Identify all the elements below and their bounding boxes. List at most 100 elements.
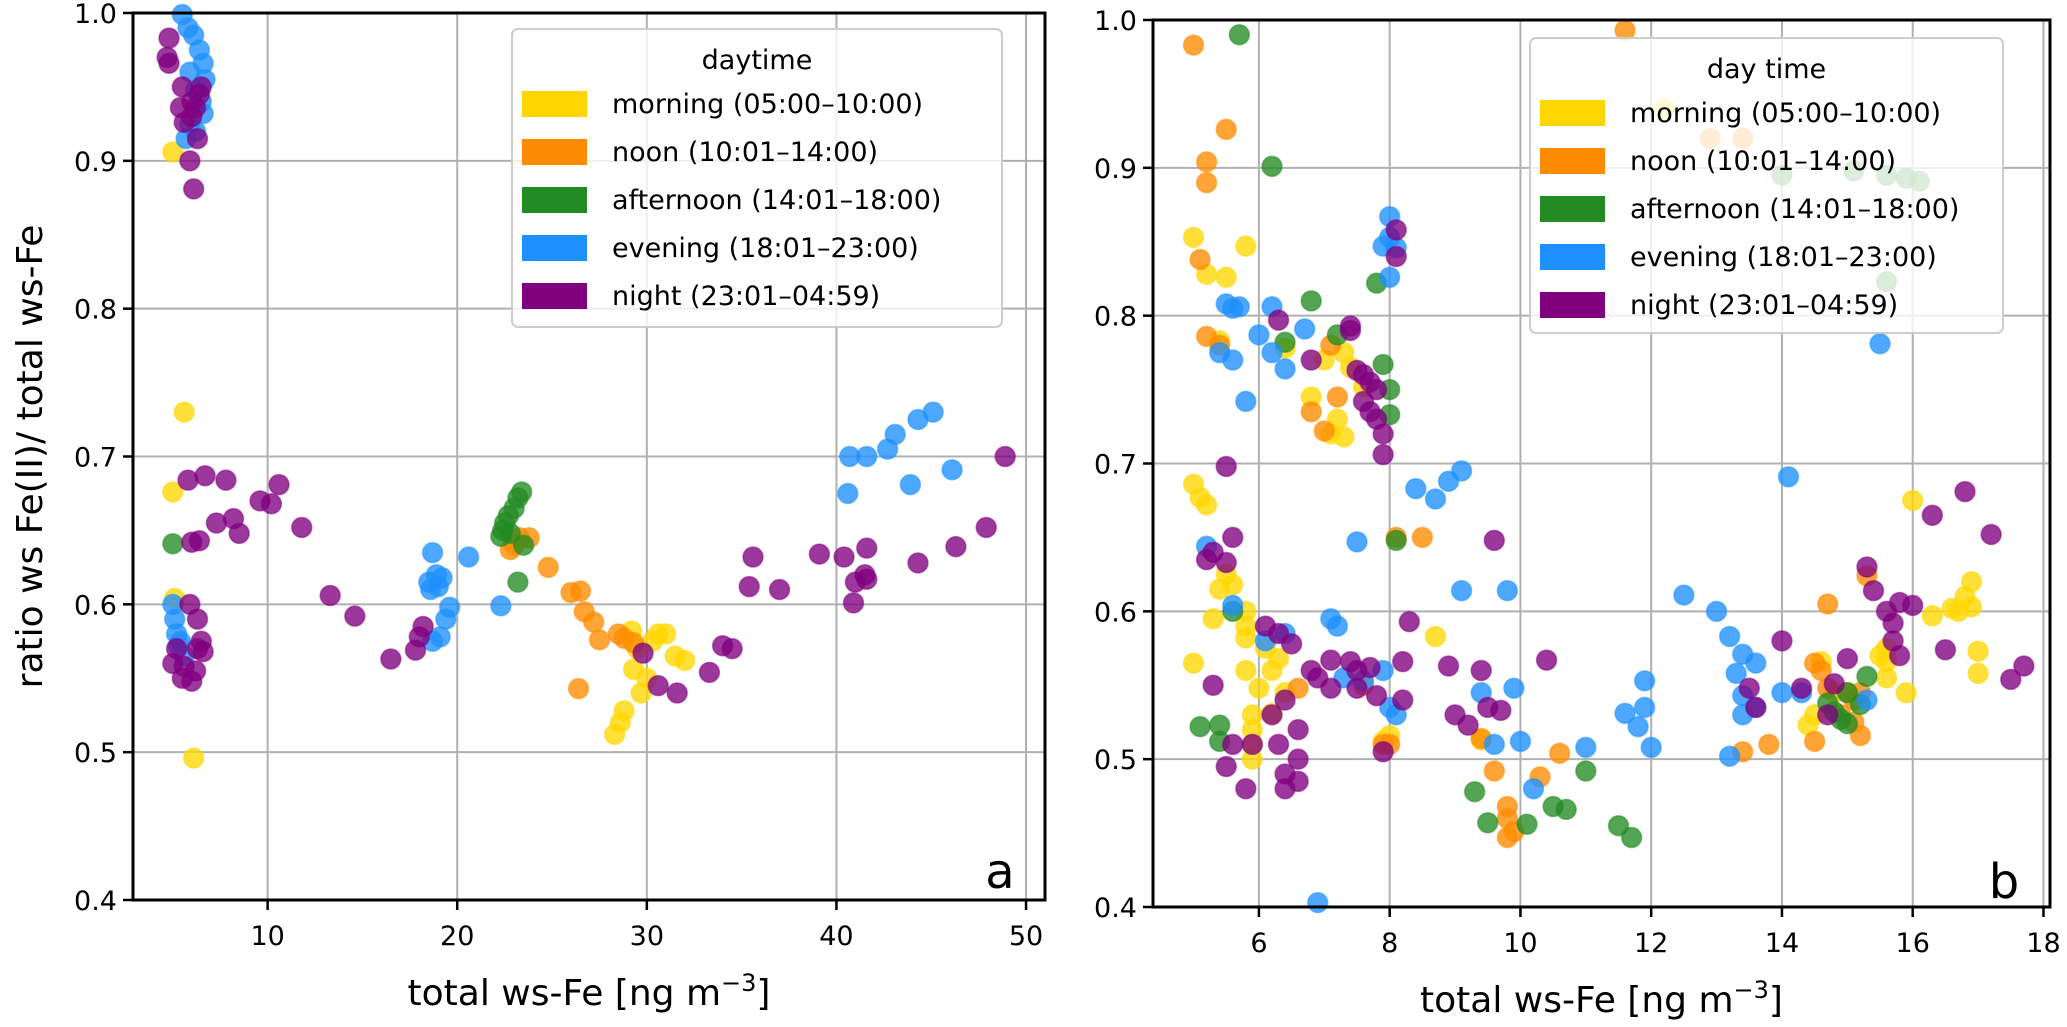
data-point-morning — [1960, 596, 1983, 618]
data-point-evening — [1307, 891, 1329, 914]
data-point-noon — [1195, 151, 1218, 173]
data-point-night — [319, 584, 341, 607]
data-point-night — [1823, 673, 1845, 695]
data-point-evening — [1450, 579, 1473, 602]
data-point-noon — [537, 556, 559, 579]
y-tick-label: 0.4 — [74, 886, 117, 917]
data-point-night — [215, 469, 237, 491]
x-tick-label: 16 — [1896, 928, 1930, 959]
y-tick-label: 0.5 — [74, 738, 117, 769]
data-point-morning — [647, 623, 669, 645]
data-point-noon — [1300, 401, 1322, 423]
data-point-morning — [1333, 426, 1355, 448]
data-point-evening — [1450, 460, 1473, 482]
data-point-night — [856, 537, 878, 559]
data-point-afternoon — [1261, 155, 1283, 178]
data-point-noon — [588, 629, 611, 651]
y-axis-label: ratio ws Fe(II)/ total ws-Fe — [10, 225, 51, 689]
y-tick-label: 0.5 — [1094, 745, 1137, 776]
data-point-night — [290, 516, 313, 539]
data-point-noon — [1215, 118, 1237, 141]
data-point-night — [1372, 741, 1394, 763]
data-point-night — [1365, 684, 1388, 707]
data-point-evening — [1627, 715, 1649, 738]
data-point-noon — [1195, 171, 1218, 194]
x-tick-label: 40 — [819, 921, 853, 952]
data-point-night — [1934, 639, 1957, 661]
data-point-evening — [1261, 341, 1283, 364]
x-tick-label: 12 — [1634, 928, 1668, 959]
data-point-night — [1954, 480, 1976, 503]
data-point-evening — [1718, 625, 1741, 648]
data-point-night — [1261, 704, 1283, 726]
legend-label-noon: noon (10:01–14:00) — [612, 137, 878, 168]
x-tick-label: 6 — [1250, 928, 1267, 959]
data-point-evening — [837, 482, 859, 505]
legend-label-afternoon: afternoon (14:01–18:00) — [612, 185, 941, 216]
legend: daytime morning (05:00–10:00) noon (10:01–… — [511, 28, 1003, 328]
legend-swatch-noon — [522, 139, 587, 165]
data-point-evening — [1856, 689, 1878, 711]
data-point-night — [380, 648, 402, 670]
legend-swatch-night — [522, 283, 587, 309]
data-point-afternoon — [512, 534, 535, 556]
legend-swatch-afternoon — [1540, 196, 1605, 222]
data-point-night — [1790, 677, 1813, 699]
legend: day time morning (05:00–10:00) noon (10:01… — [1529, 37, 2004, 334]
data-points — [156, 3, 1016, 769]
data-point-afternoon — [1372, 353, 1394, 376]
data-point-morning — [1202, 607, 1224, 630]
data-point-night — [179, 150, 201, 172]
data-point-night — [1359, 656, 1381, 679]
data-point-night — [1267, 309, 1290, 331]
data-point-evening — [922, 401, 944, 423]
legend-label-morning: morning (05:00–10:00) — [612, 89, 923, 120]
data-point-night — [1921, 504, 1944, 526]
data-point-evening — [1633, 670, 1656, 692]
data-point-noon — [1189, 248, 1211, 271]
data-point-night — [721, 637, 743, 660]
legend-swatch-night — [1540, 292, 1605, 318]
data-point-night — [808, 543, 831, 565]
legend-title: daytime — [702, 45, 813, 76]
data-point-morning — [182, 747, 205, 769]
data-point-night — [1222, 526, 1244, 549]
data-point-morning — [1960, 571, 1983, 593]
data-point-night — [1856, 556, 1878, 578]
data-point-evening — [427, 575, 450, 598]
data-point-evening — [1496, 579, 1519, 602]
y-tick-label: 1.0 — [1094, 6, 1137, 37]
data-point-morning — [1921, 605, 1944, 627]
data-point-morning — [1215, 266, 1237, 288]
data-point-afternoon — [1575, 760, 1597, 782]
data-point-night — [260, 493, 283, 515]
data-point-afternoon — [1476, 811, 1499, 834]
x-tick-label: 10 — [1503, 928, 1537, 959]
data-point-night — [194, 464, 216, 487]
data-point-night — [1398, 610, 1421, 633]
data-point-morning — [1967, 662, 1989, 685]
series-night — [1195, 219, 2035, 800]
data-point-morning — [1248, 677, 1270, 699]
data-point-morning — [1901, 489, 1924, 512]
data-point-night — [1457, 714, 1479, 736]
legend-box — [1529, 37, 2004, 334]
data-point-night — [2000, 668, 2022, 691]
data-point-evening — [1346, 531, 1368, 553]
legend-label-afternoon: afternoon (14:01–18:00) — [1630, 194, 1959, 225]
data-point-night — [1215, 551, 1237, 574]
x-axis-label-main: total ws-Fe [ng m — [1420, 980, 1734, 1021]
legend-swatch-morning — [1540, 100, 1605, 126]
data-point-evening — [1509, 730, 1532, 753]
x-tick-label: 8 — [1381, 928, 1398, 959]
data-point-night — [192, 640, 214, 663]
data-point-night — [698, 661, 721, 684]
data-point-night — [181, 105, 203, 128]
panel-label: b — [1989, 854, 2019, 910]
data-point-morning — [162, 481, 184, 503]
data-point-night — [1300, 349, 1322, 371]
data-point-noon — [1548, 742, 1571, 765]
data-point-evening — [1575, 736, 1597, 759]
data-point-noon — [1182, 34, 1205, 56]
data-point-evening — [1222, 594, 1244, 617]
